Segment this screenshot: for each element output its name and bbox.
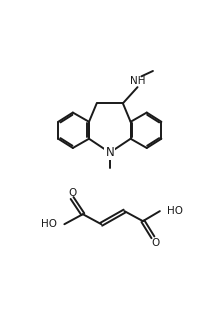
- Text: O: O: [151, 239, 159, 249]
- Text: HO: HO: [167, 206, 183, 216]
- Text: HO: HO: [41, 219, 57, 229]
- Text: N: N: [105, 146, 114, 159]
- Text: O: O: [68, 188, 76, 198]
- Text: NH: NH: [130, 76, 145, 86]
